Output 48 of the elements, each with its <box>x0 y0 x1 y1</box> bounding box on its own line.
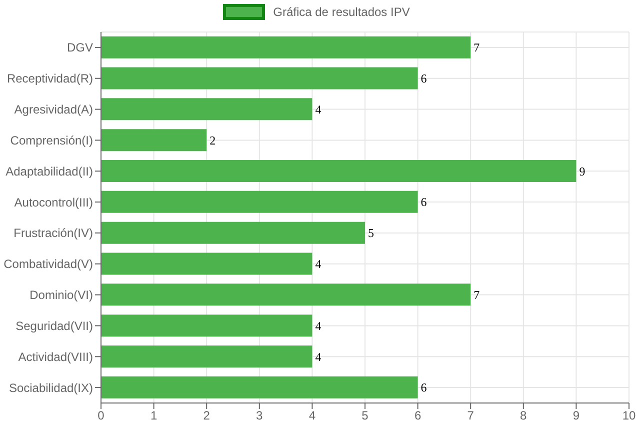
y-tick-label: Combatividad(V) <box>4 257 93 272</box>
y-tick-label: Frustración(IV) <box>14 226 93 240</box>
x-tick-label: 9 <box>572 408 580 423</box>
x-tick-label: 7 <box>467 408 474 423</box>
bar <box>101 345 312 368</box>
x-tick-label: 2 <box>203 408 210 423</box>
y-tick-label: Seguridad(VII) <box>16 318 93 333</box>
data-label: 4 <box>315 257 322 272</box>
data-label: 7 <box>474 288 480 302</box>
y-tick-label: DGV <box>66 40 93 55</box>
x-tick-label: 4 <box>308 408 316 423</box>
y-tick-label: Dominio(VI) <box>30 288 93 302</box>
data-label: 6 <box>420 72 427 86</box>
bar <box>101 252 312 275</box>
data-label: 7 <box>474 40 480 55</box>
bar <box>101 36 471 58</box>
data-label: 5 <box>368 226 374 240</box>
y-tick-label: Actividad(VIII) <box>18 350 93 364</box>
y-tick-label: Agresividad(A) <box>14 102 93 117</box>
x-tick-label: 8 <box>520 408 528 423</box>
data-label: 4 <box>315 102 322 116</box>
data-label: 4 <box>315 350 322 364</box>
data-label: 4 <box>315 318 322 333</box>
data-label: 6 <box>420 195 427 210</box>
x-tick-label: 3 <box>256 408 264 423</box>
x-tick-label: 5 <box>362 408 369 423</box>
y-tick-label: Adaptabilidad(II) <box>6 164 93 178</box>
y-tick-label: Sociabilidad(IX) <box>8 380 93 395</box>
data-label: 6 <box>420 380 427 395</box>
bar <box>101 222 365 244</box>
bar <box>101 67 418 90</box>
x-tick-label: 0 <box>98 408 105 423</box>
x-tick-label: 1 <box>150 408 158 423</box>
x-tick-label: 10 <box>622 408 636 423</box>
bar <box>101 98 312 120</box>
x-tick-label: 6 <box>414 408 422 423</box>
data-label: 9 <box>579 164 586 178</box>
bar <box>101 284 471 306</box>
y-tick-label: Autocontrol(III) <box>14 195 93 210</box>
legend-label: Gráfica de resultados IPV <box>272 4 410 20</box>
y-tick-label: Receptividad(R) <box>6 72 93 86</box>
y-tick-label: Comprensión(I) <box>10 133 93 148</box>
bar <box>101 160 576 182</box>
data-label: 2 <box>210 133 216 148</box>
bar <box>101 314 312 337</box>
bar <box>101 190 418 213</box>
bar <box>101 376 418 398</box>
bar <box>101 129 207 152</box>
